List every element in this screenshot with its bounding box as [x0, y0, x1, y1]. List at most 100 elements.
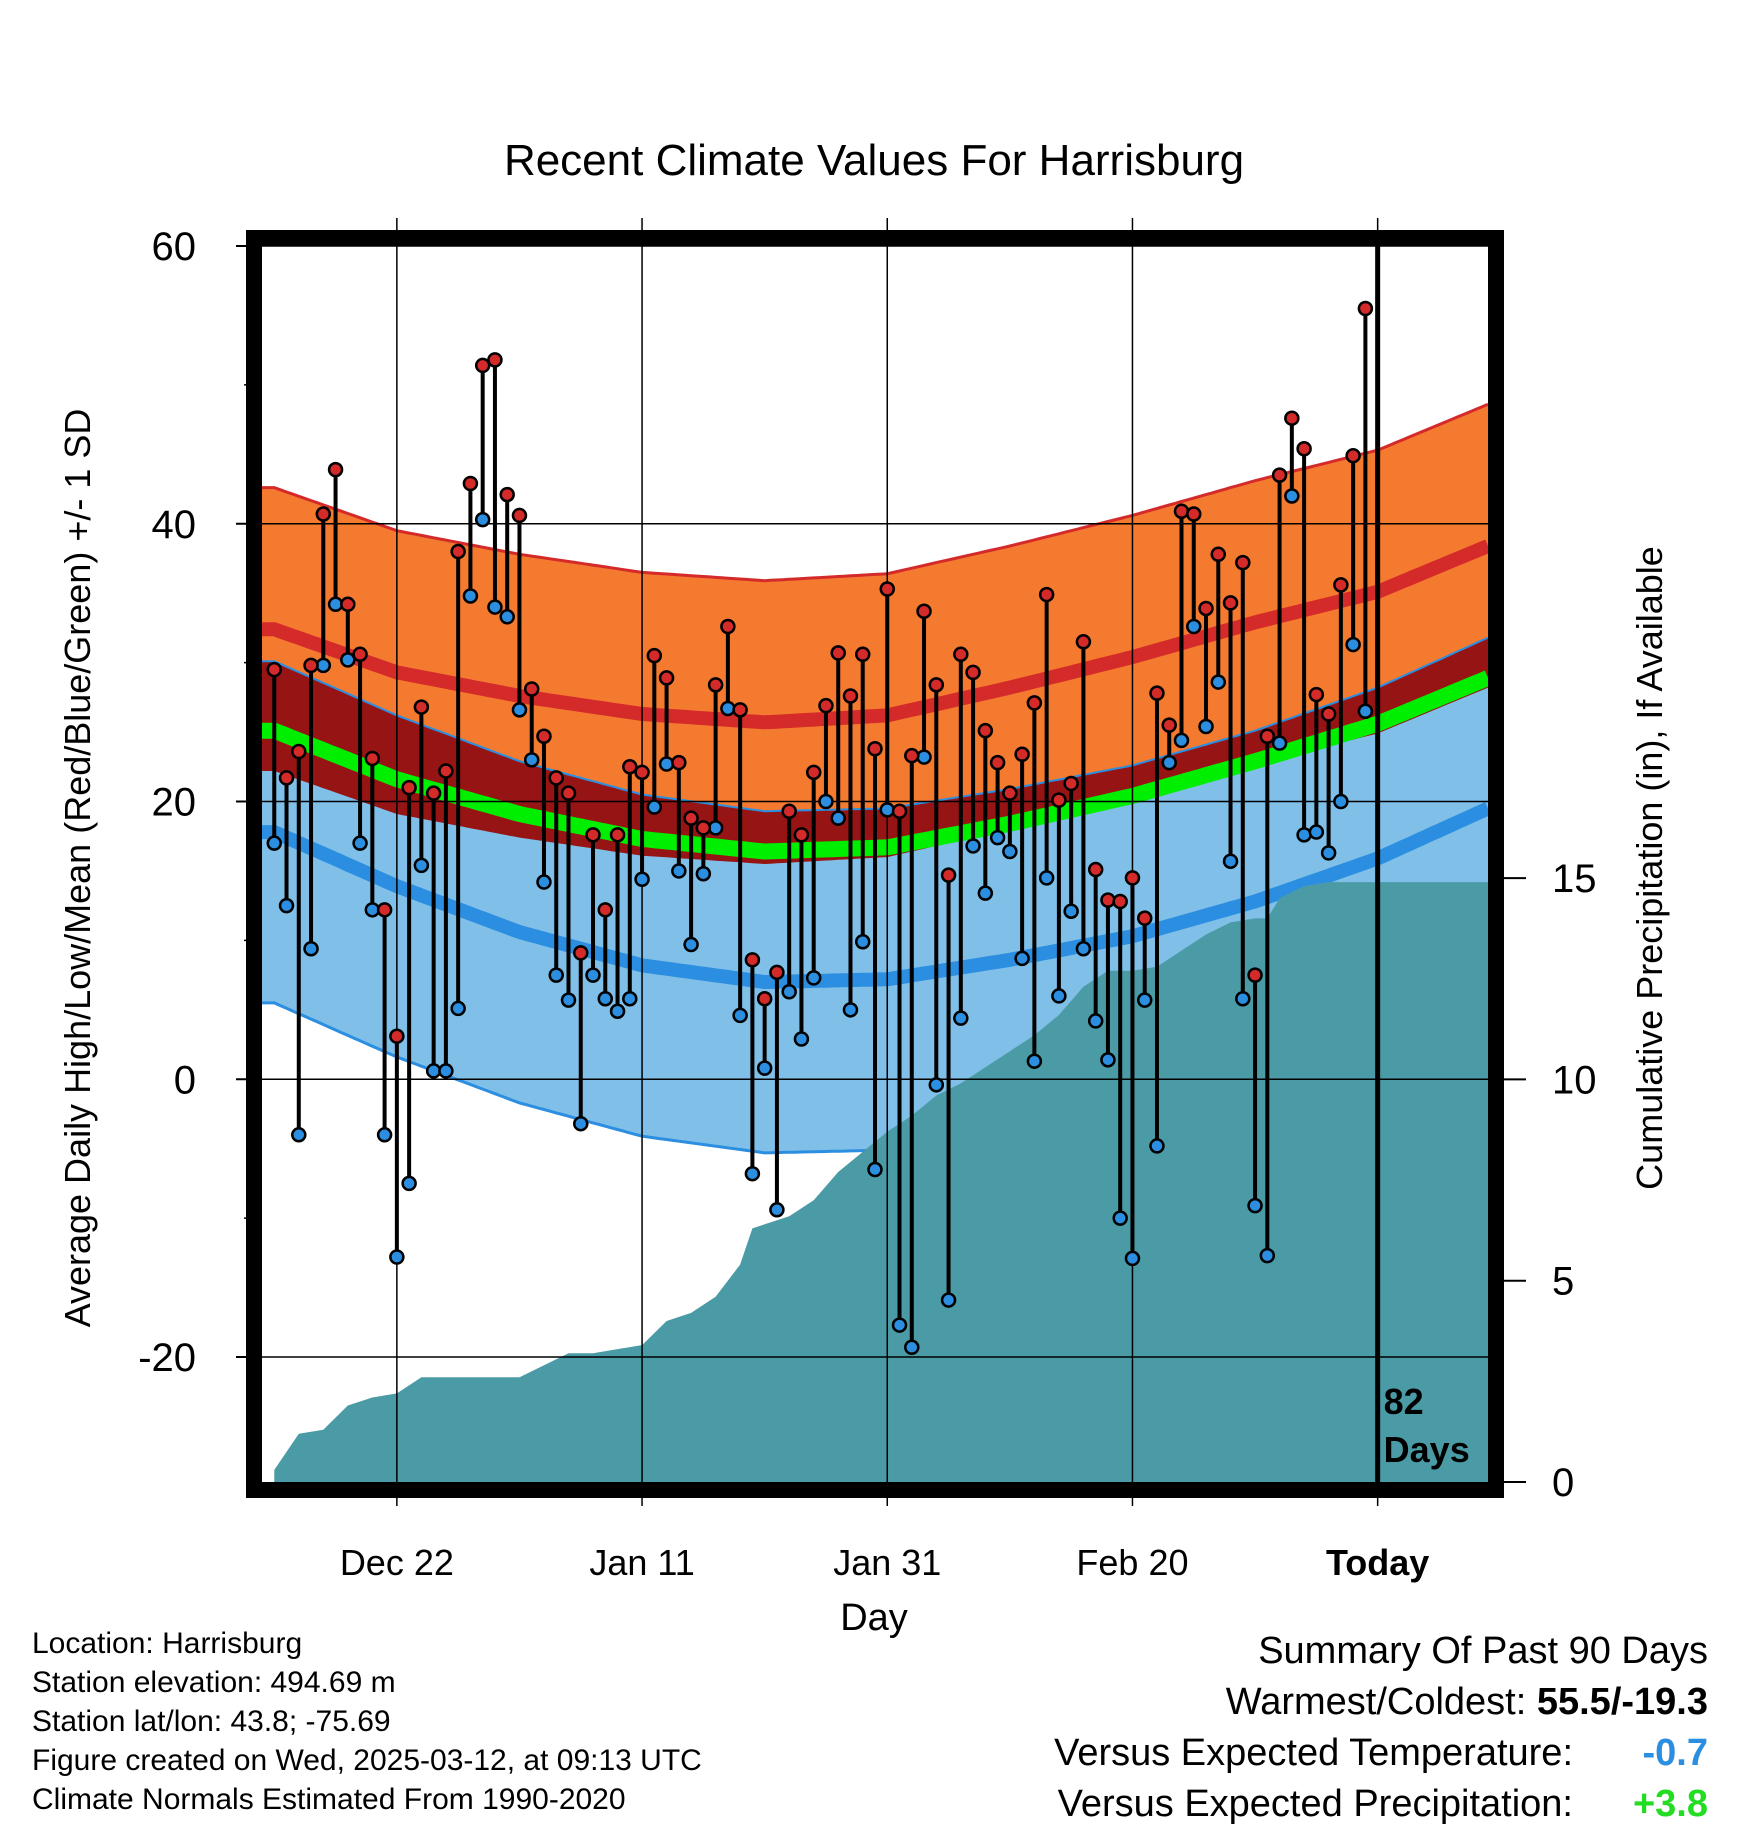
- high-point: [867, 740, 883, 757]
- low-point: [769, 1202, 785, 1218]
- low-point: [266, 835, 283, 851]
- high-point: [793, 827, 810, 843]
- low-point: [340, 652, 356, 668]
- low-point: [1259, 1247, 1276, 1264]
- low-point: [1357, 703, 1374, 719]
- high-point: [756, 990, 773, 1007]
- high-point: [597, 902, 614, 918]
- low-point: [1038, 870, 1055, 886]
- low-point: [1296, 827, 1312, 843]
- high-point: [1075, 634, 1092, 650]
- high-point: [658, 670, 675, 686]
- high-point: [1124, 870, 1141, 886]
- high-point: [1087, 861, 1104, 878]
- x-tick-label: Feb 20: [1076, 1542, 1188, 1583]
- temp-value: -0.7: [1642, 1732, 1708, 1774]
- x-tick-label: Today: [1326, 1542, 1429, 1583]
- high-point: [1186, 506, 1202, 522]
- latlon-text: Station lat/lon: 43.8; -75.69: [32, 1705, 391, 1738]
- high-point: [474, 357, 491, 374]
- low-point: [438, 1063, 454, 1079]
- high-point: [732, 702, 748, 718]
- y-axis-label: Average Daily High/Low/Mean (Red/Blue/Gr…: [57, 409, 98, 1328]
- high-point: [1002, 785, 1018, 801]
- high-point: [1271, 467, 1288, 483]
- low-point: [1112, 1210, 1128, 1226]
- high-point: [707, 677, 724, 693]
- low-point: [989, 829, 1006, 846]
- low-point: [634, 871, 650, 888]
- created-text: Figure created on Wed, 2025-03-12, at 09…: [32, 1744, 702, 1777]
- y-tick-label: 60: [152, 225, 197, 269]
- high-point: [1198, 600, 1214, 617]
- low-point: [413, 857, 430, 874]
- low-point: [965, 838, 981, 854]
- low-point: [291, 1127, 307, 1143]
- high-point: [438, 763, 454, 779]
- high-point: [1136, 910, 1153, 926]
- high-normal-line: [262, 539, 1491, 730]
- low-point: [536, 874, 552, 890]
- low-point: [867, 1161, 883, 1178]
- low-point: [523, 752, 540, 768]
- y-tick-label: 20: [152, 781, 197, 825]
- low-point: [695, 865, 712, 882]
- high-point: [352, 646, 368, 663]
- low-point: [1271, 735, 1288, 751]
- low-point: [352, 835, 368, 851]
- low-point: [1161, 754, 1177, 771]
- high-point: [1320, 706, 1337, 722]
- high-point: [1357, 300, 1374, 317]
- low-point: [278, 897, 295, 914]
- low-point: [573, 1115, 589, 1132]
- y2-tick-label: 10: [1552, 1058, 1597, 1102]
- low-point: [683, 936, 699, 953]
- low-point: [1308, 824, 1325, 840]
- summary-panel: Summary Of Past 90 Days Warmest/Coldest:…: [1054, 1626, 1708, 1830]
- high-point: [916, 603, 932, 619]
- x-tick-label: Jan 31: [833, 1542, 941, 1583]
- low-point: [609, 1003, 626, 1019]
- high-point: [462, 475, 479, 492]
- low-point: [1186, 618, 1202, 635]
- low-point: [744, 1165, 761, 1182]
- low-point: [904, 1339, 920, 1356]
- low-point: [462, 588, 479, 604]
- high-point: [977, 722, 994, 739]
- high-point: [720, 618, 736, 635]
- high-point: [1149, 685, 1165, 701]
- elevation-text: Station elevation: 494.69 m: [32, 1666, 396, 1699]
- high-point: [291, 743, 307, 760]
- low-point: [818, 793, 834, 810]
- low-point: [499, 609, 515, 625]
- high-point: [327, 461, 344, 478]
- low-point: [1136, 992, 1153, 1008]
- low-point: [781, 984, 797, 1000]
- high-point: [1173, 503, 1190, 520]
- high-point: [891, 803, 908, 819]
- low-point: [1222, 853, 1239, 869]
- high-point: [585, 827, 601, 843]
- low-point: [732, 1007, 748, 1024]
- low-point: [1345, 636, 1361, 653]
- chart-title: Recent Climate Values For Harrisburg: [504, 136, 1244, 185]
- high-point: [303, 657, 319, 674]
- plot-frame: [246, 230, 1504, 1498]
- low-point: [376, 1127, 393, 1143]
- location-text: Location: Harrisburg: [32, 1627, 303, 1660]
- temp-label: Versus Expected Temperature:: [1054, 1732, 1573, 1774]
- low-point: [830, 810, 846, 826]
- low-point: [953, 1010, 969, 1026]
- y2-tick-label: 15: [1552, 857, 1597, 901]
- high-point: [818, 697, 834, 714]
- high-point: [1014, 746, 1030, 763]
- low-point: [977, 885, 994, 901]
- low-point: [1173, 732, 1190, 749]
- high-point: [695, 820, 712, 836]
- summary-title: Summary Of Past 90 Days: [1258, 1630, 1708, 1672]
- high-point: [781, 803, 797, 819]
- high-point: [609, 827, 626, 843]
- high-point: [548, 770, 564, 786]
- high-point: [1345, 447, 1361, 464]
- low-point: [487, 599, 503, 615]
